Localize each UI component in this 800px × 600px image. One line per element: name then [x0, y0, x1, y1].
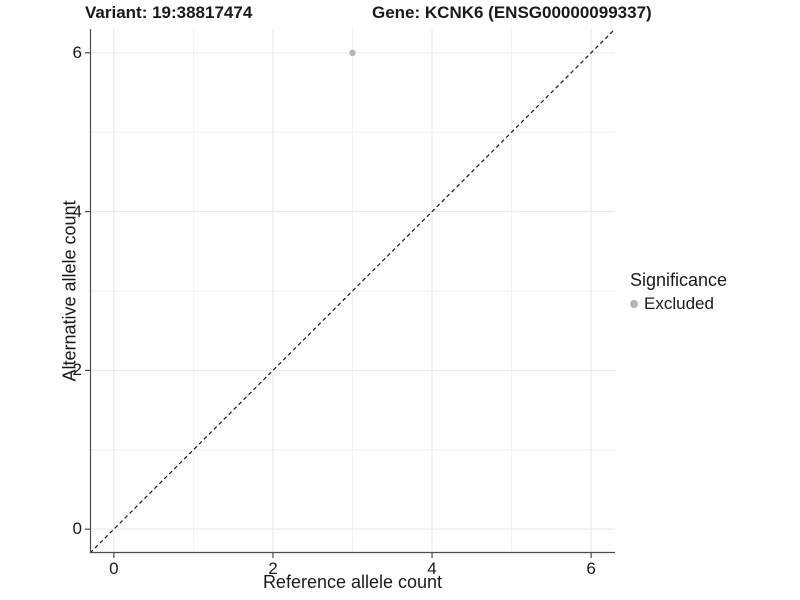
identity-reference-line	[89, 28, 616, 554]
y-tick-label: 6	[72, 42, 82, 62]
legend-point-icon	[630, 300, 638, 308]
x-axis-title: Reference allele count	[262, 572, 443, 592]
x-tick-label: 0	[109, 559, 119, 578]
plot-canvas	[85, 28, 616, 558]
y-tick-label: 2	[72, 360, 82, 380]
legend: Significance Excluded	[630, 270, 727, 314]
variant-title: Variant: 19:38817474	[85, 3, 253, 22]
gene-title: Gene: KCNK6 (ENSG00000099337)	[372, 3, 652, 22]
y-axis-title: Alternative allele count	[59, 200, 80, 382]
plot-panel	[85, 28, 616, 558]
x-tick-label: 2	[268, 559, 278, 578]
legend-item-excluded: Excluded	[630, 294, 727, 314]
y-tick-label: 0	[72, 519, 82, 539]
data-point	[349, 49, 356, 57]
legend-item-label: Excluded	[644, 294, 714, 313]
x-tick-label: 6	[586, 559, 596, 578]
y-tick-label: 4	[72, 201, 82, 221]
x-tick-label: 4	[427, 559, 437, 578]
legend-title: Significance	[630, 270, 728, 290]
